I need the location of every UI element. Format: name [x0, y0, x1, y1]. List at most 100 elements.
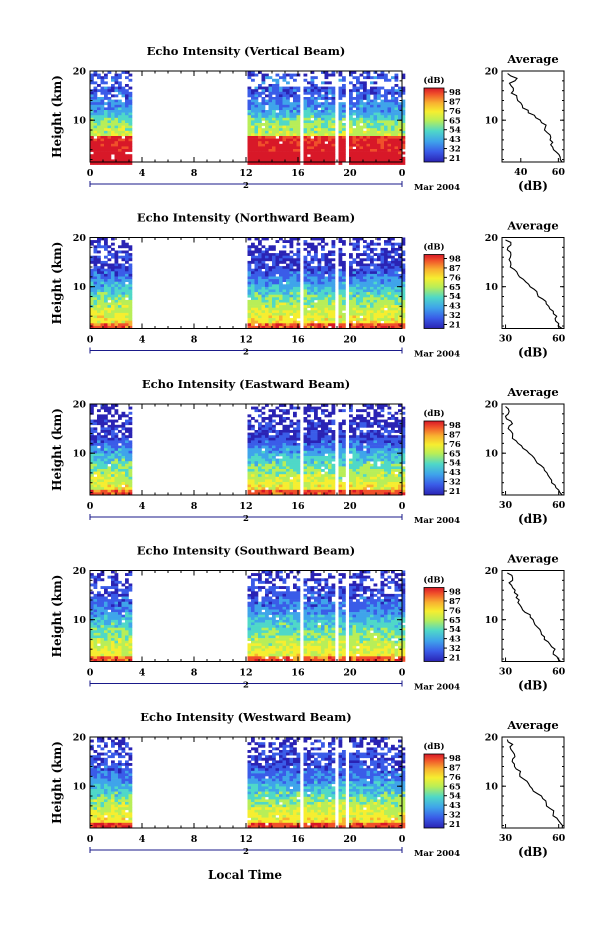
heatmap-cell — [384, 112, 388, 116]
heatmap-cell — [401, 133, 406, 137]
heatmap-cell — [128, 479, 133, 483]
heatmap-cell — [279, 289, 283, 293]
heatmap-cell — [310, 484, 315, 488]
heatmap-cell — [349, 141, 353, 145]
heatmap-cell — [128, 482, 133, 485]
heatmap-cell — [349, 120, 353, 124]
heatmap-cell — [296, 450, 301, 454]
heatmap-cell — [93, 125, 98, 129]
heatmap-cell — [279, 476, 283, 480]
heatmap-cell — [296, 479, 301, 483]
heatmap-cell — [90, 297, 94, 301]
heatmap-cell — [114, 484, 119, 488]
heatmap-cell — [307, 435, 311, 439]
heatmap-cell — [373, 242, 378, 246]
heatmap-cell — [310, 71, 315, 74]
heatmap-cell — [296, 107, 301, 111]
heatmap-cell — [380, 115, 385, 119]
heatmap-cell — [356, 245, 360, 249]
heatmap-cell — [279, 318, 283, 321]
heatmap-cell — [307, 159, 311, 163]
heatmap-cell — [321, 112, 325, 116]
heatmap-cell — [111, 297, 115, 301]
heatmap-cell — [275, 466, 280, 470]
heatmap-cell — [275, 453, 280, 457]
heatmap-cell — [317, 117, 322, 121]
heatmap-cell — [331, 136, 336, 139]
heatmap-cell — [282, 125, 287, 129]
heatmap-cell — [349, 430, 353, 433]
heatmap-cell — [93, 71, 98, 74]
heatmap-cell — [272, 414, 276, 418]
heatmap-cell — [314, 149, 318, 152]
colorbar-label: (dB) — [423, 75, 444, 86]
heatmap-cell — [394, 315, 399, 319]
heatmap-cell — [121, 479, 126, 483]
heatmap-cell — [289, 240, 294, 243]
heatmap-cell — [272, 154, 276, 158]
heatmap-cell — [363, 154, 367, 158]
heatmap-cell — [373, 289, 378, 293]
heatmap-cell — [307, 138, 311, 142]
heatmap-cell — [331, 299, 336, 303]
heatmap-cell — [331, 292, 336, 295]
heatmap-cell — [128, 138, 133, 142]
heatmap-cell — [265, 320, 269, 324]
heatmap-cell — [93, 450, 98, 454]
heatmap-cell — [296, 250, 301, 254]
heatmap-cell — [265, 427, 269, 431]
heatmap-cell — [359, 284, 364, 288]
heatmap-cell — [247, 325, 252, 329]
heatmap-cell — [321, 284, 325, 288]
heatmap-cell — [394, 250, 399, 254]
heatmap-cell — [118, 453, 122, 457]
heatmap-cell — [331, 479, 336, 483]
heatmap-cell — [380, 297, 385, 301]
heatmap-cell — [324, 120, 329, 124]
heatmap-cell — [401, 112, 406, 116]
heatmap-cell — [366, 276, 371, 280]
heatmap-cell — [275, 302, 280, 306]
heatmap-cell — [268, 453, 273, 457]
heatmap-cell — [387, 115, 392, 119]
heatmap-cell — [275, 289, 280, 293]
heatmap-cell — [377, 133, 381, 137]
heatmap-cell — [373, 479, 378, 483]
heatmap-cell — [303, 312, 308, 316]
heatmap-cell — [125, 325, 129, 329]
heatmap-cell — [93, 294, 98, 298]
heatmap-cell — [111, 307, 115, 311]
heatmap-cell — [328, 263, 332, 267]
heatmap-cell — [261, 143, 266, 147]
heatmap-cell — [118, 484, 122, 488]
heatmap-cell — [391, 325, 395, 329]
heatmap-cell — [282, 151, 287, 155]
heatmap-cell — [279, 258, 283, 262]
heatmap-cell — [356, 120, 360, 124]
heatmap-cell — [272, 484, 276, 488]
heatmap-cell — [114, 315, 119, 319]
heatmap-cell — [387, 302, 392, 306]
heatmap-cell — [342, 130, 346, 134]
heatmap-cell — [363, 419, 367, 423]
x-tick-label: 4 — [139, 335, 146, 346]
colorbar-tick-label: 43 — [449, 302, 461, 312]
heatmap-cell — [100, 136, 105, 139]
heatmap-cell — [293, 156, 297, 160]
heatmap-cell — [268, 247, 273, 251]
heatmap-cell — [104, 146, 108, 150]
heatmap-cell — [377, 404, 381, 407]
heatmap-cell — [310, 86, 315, 90]
heatmap-cell — [380, 325, 385, 329]
heatmap-cell — [331, 307, 336, 311]
heatmap-cell — [310, 437, 315, 441]
heatmap-cell — [114, 435, 119, 439]
heatmap-cell — [391, 260, 395, 264]
heatmap-cell — [272, 284, 276, 288]
heatmap-cell — [107, 107, 112, 111]
heatmap-cell — [289, 323, 294, 327]
heatmap-cell — [307, 284, 311, 288]
heatmap-cell — [356, 453, 360, 457]
heatmap-cell — [121, 149, 126, 152]
profile-frame — [501, 70, 565, 163]
